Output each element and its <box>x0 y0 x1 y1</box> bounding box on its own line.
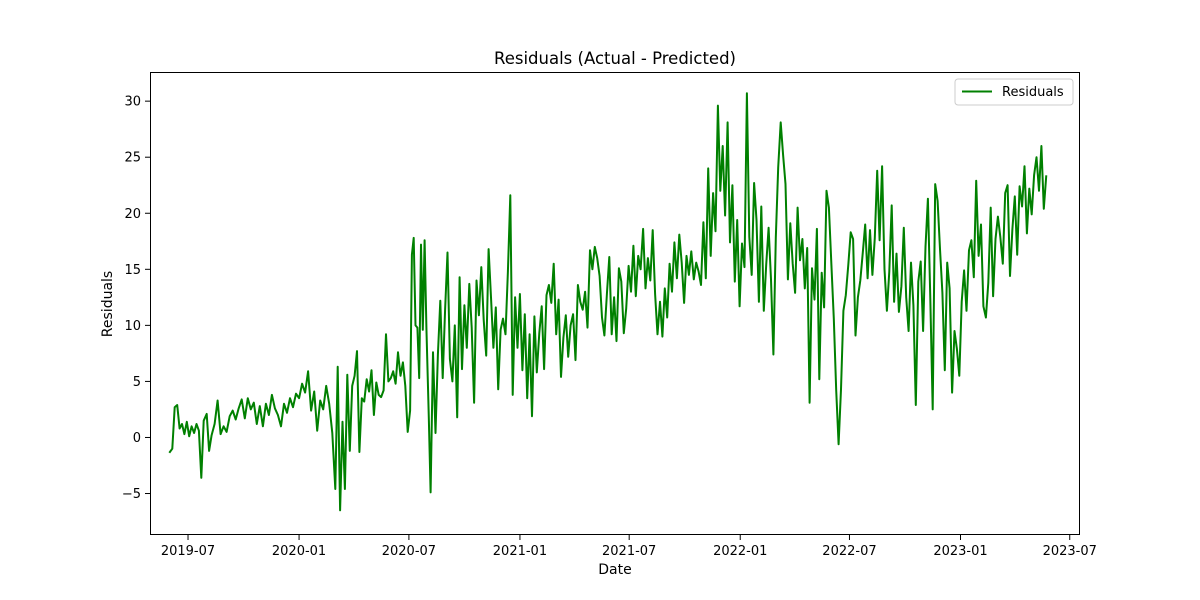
x-axis-ticks: 2019-07 2020-01 2020-07 2021-01 2021-07 2022-… <box>161 535 1097 559</box>
x-tick-label: 2020-07 <box>382 544 436 559</box>
y-tick-label: 25 <box>124 151 141 166</box>
y-axis-label: Residuals <box>100 271 116 337</box>
plot-area <box>150 72 1080 535</box>
y-tick-label: 30 <box>124 95 141 110</box>
x-tick-label: 2021-07 <box>602 544 656 559</box>
y-tick-label: −5 <box>122 487 141 502</box>
x-tick-label: 2022-01 <box>713 544 767 559</box>
legend-label-residuals: Residuals <box>1002 85 1064 100</box>
residuals-series-line <box>168 92 1048 512</box>
y-tick-label: 15 <box>124 263 141 278</box>
x-tick-label: 2020-01 <box>272 544 326 559</box>
x-axis-label: Date <box>598 562 631 578</box>
legend: Residuals <box>954 78 1074 106</box>
chart-title: Residuals (Actual - Predicted) <box>494 49 736 68</box>
legend-box <box>954 78 1074 106</box>
x-tick-label: 2022-07 <box>822 544 876 559</box>
y-tick-label: 0 <box>133 431 141 446</box>
x-tick-label: 2023-07 <box>1043 544 1097 559</box>
x-tick-label: 2019-07 <box>161 544 215 559</box>
y-tick-label: 10 <box>124 319 141 334</box>
y-tick-label: 5 <box>133 375 141 390</box>
y-axis-ticks: −5 0 5 10 15 20 25 30 <box>122 95 150 502</box>
x-tick-label: 2023-01 <box>933 544 987 559</box>
axes-frame <box>150 72 1080 535</box>
y-tick-label: 20 <box>124 207 141 222</box>
x-tick-label: 2021-01 <box>493 544 547 559</box>
